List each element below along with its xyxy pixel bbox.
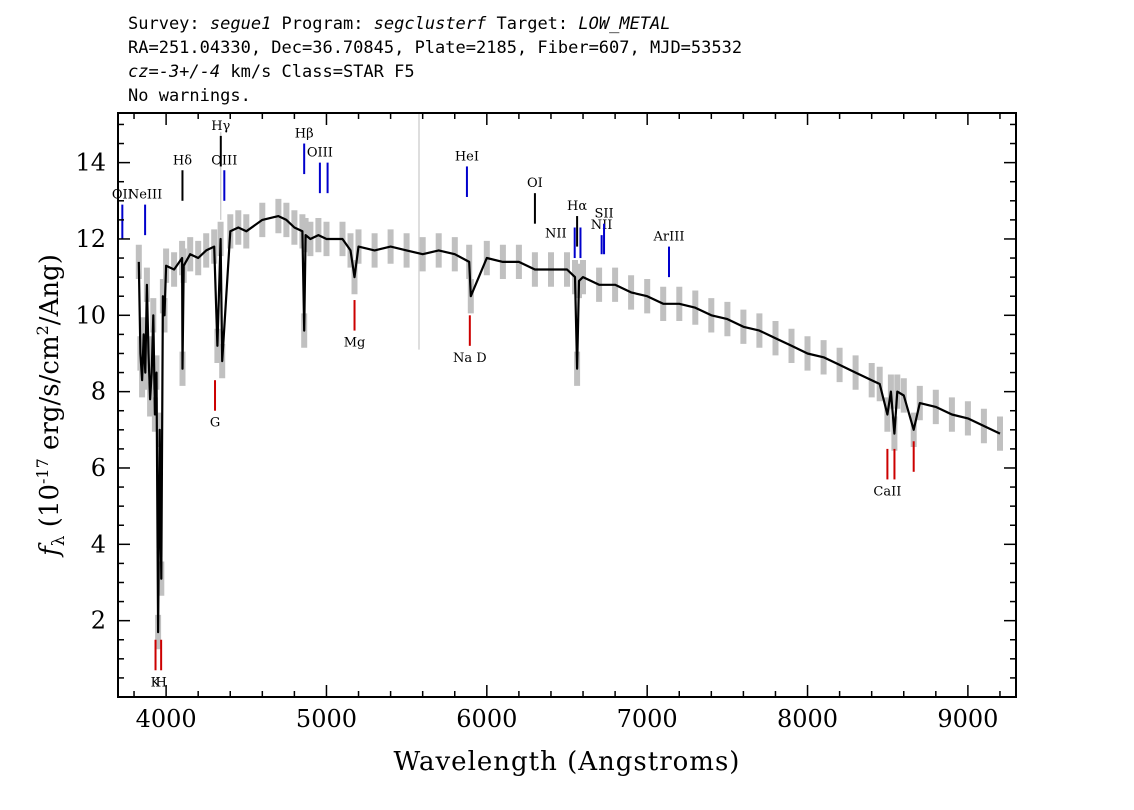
survey-label: Survey: [128,14,210,34]
header-line-1: Survey: segue1 Program: segclusterf Targ… [128,14,671,34]
x-tick-label: 7000 [617,705,678,733]
target-value: LOW_METAL [578,14,671,34]
line-marker-label: Na D [453,351,487,366]
target-label: Target: [486,14,579,34]
line-marker-label: H [155,675,166,690]
y-tick-label: 8 [91,378,106,406]
x-tick-label: 6000 [456,705,517,733]
line-marker-label: K [151,675,161,690]
y-tick-label: 10 [75,301,106,329]
line-marker-label: HeI [455,149,479,164]
y-tick-label: 4 [91,530,106,558]
header-line-4: No warnings. [128,86,251,106]
y-tick-label: 6 [91,454,106,482]
y-axis-label: fλ (10-17 erg/s/cm2/Ang) [33,254,69,558]
line-marker-label: ArIII [652,230,684,245]
x-axis-label: Wavelength (Angstroms) [394,747,741,777]
line-marker-label: NeIII [128,188,162,203]
line-marker-label: Hδ [173,153,192,168]
y-tick-label: 12 [75,225,106,253]
class-text: km/s Class=STAR F5 [220,62,415,82]
y-tick-label: 2 [91,607,106,635]
program-value: segclusterf [373,14,487,34]
x-tick-label: 9000 [937,705,998,733]
line-marker-label: NII [591,218,613,233]
line-marker-label: OIII [211,153,237,168]
x-tick-label: 4000 [136,705,197,733]
line-marker-label: CaII [873,484,901,499]
header-line-2: RA=251.04330, Dec=36.70845, Plate=2185, … [128,38,743,58]
line-marker-label: G [210,416,220,431]
x-tick-label: 8000 [777,705,838,733]
survey-value: segue1 [209,14,272,34]
x-tick-label: 5000 [296,705,357,733]
line-marker-label: Mg [344,336,366,351]
error-band [135,198,1003,650]
line-marker-label: OI [527,176,543,191]
line-marker-label: NII [545,227,567,242]
line-marker-label: Hγ [211,119,230,134]
line-marker-label: OIII [307,146,333,161]
plot-frame [117,112,1017,698]
line-marker-label: SII [594,207,613,222]
program-label: Program: [271,14,374,34]
y-tick-label: 14 [75,149,106,177]
line-marker-label: Hβ [295,127,314,142]
flux-line [137,215,1001,634]
redshift-value: cz=-3+/-4 [128,62,221,82]
header-line-3: cz=-3+/-4 km/s Class=STAR F5 [128,62,415,82]
line-marker-label: Hα [567,199,587,214]
